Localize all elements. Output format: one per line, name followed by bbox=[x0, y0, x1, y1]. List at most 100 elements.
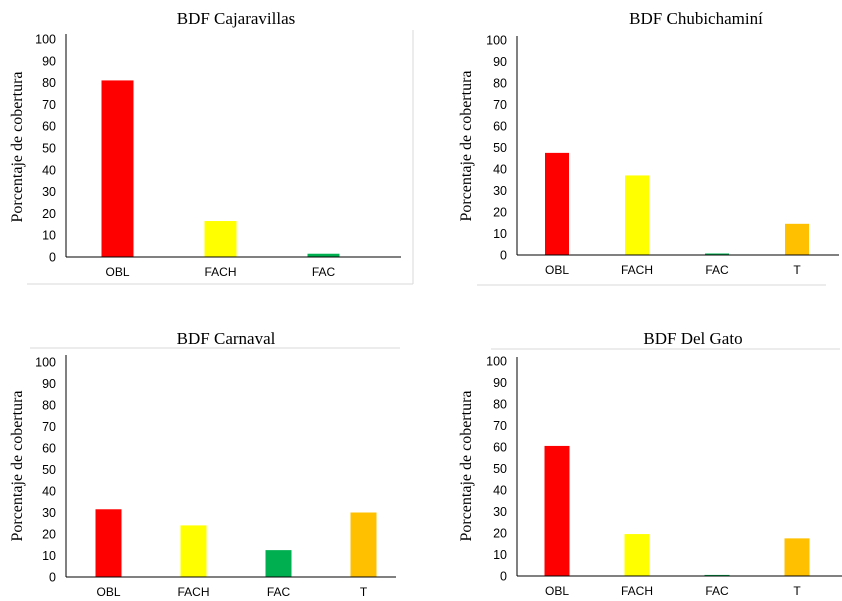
y-tick-label: 80 bbox=[493, 398, 507, 412]
y-tick-label: 90 bbox=[493, 376, 507, 390]
y-tick-label: 50 bbox=[42, 463, 56, 477]
category-label-obl: OBL bbox=[545, 584, 569, 598]
y-tick-label: 60 bbox=[493, 120, 507, 134]
chart-chubichamini: BDF Chubichaminí Porcentaje de cobertura… bbox=[458, 9, 839, 286]
chart-title: BDF Cajaravillas bbox=[177, 9, 296, 28]
y-tick-label: 30 bbox=[42, 506, 56, 520]
bar-fach bbox=[624, 534, 650, 576]
y-tick-label: 20 bbox=[42, 528, 56, 542]
category-labels: OBL FACH FAC T bbox=[96, 585, 367, 599]
bar-obl bbox=[95, 509, 122, 577]
category-label-t: T bbox=[793, 584, 801, 598]
y-tick-label: 50 bbox=[493, 141, 507, 155]
y-ticks: 0 10 20 30 40 50 60 70 80 90 100 bbox=[486, 355, 507, 584]
y-ticks: 0 10 20 30 40 50 60 70 80 90 100 bbox=[35, 33, 56, 265]
y-tick-label: 100 bbox=[35, 356, 56, 370]
bar-obl bbox=[101, 80, 134, 257]
bar-fach bbox=[180, 525, 207, 577]
category-label-fac: FAC bbox=[705, 584, 729, 598]
y-tick-label: 80 bbox=[42, 76, 56, 90]
y-tick-label: 10 bbox=[493, 548, 507, 562]
y-tick-label: 0 bbox=[500, 570, 507, 584]
y-tick-label: 60 bbox=[42, 442, 56, 456]
y-axis-label: Porcentaje de cobertura bbox=[9, 71, 26, 222]
bar-fach bbox=[204, 221, 237, 257]
y-tick-label: 100 bbox=[486, 355, 507, 369]
bar-t bbox=[785, 223, 809, 255]
category-label-obl: OBL bbox=[545, 263, 569, 277]
category-label-obl: OBL bbox=[105, 265, 129, 279]
chart-panel-carnaval: BDF Carnaval Porcentaje de cobertura 0 10… bbox=[0, 300, 421, 601]
chart-panel-chubichamini: BDF Chubichaminí Porcentaje de cobertura… bbox=[421, 0, 842, 300]
chart-del-gato: BDF Del Gato Porcentaje de cobertura 0 10… bbox=[458, 329, 842, 598]
category-label-fach: FACH bbox=[177, 585, 209, 599]
category-label-fac: FAC bbox=[312, 265, 336, 279]
bar-obl bbox=[545, 152, 569, 255]
y-tick-label: 70 bbox=[42, 420, 56, 434]
chart-panel-del-gato: BDF Del Gato Porcentaje de cobertura 0 10… bbox=[421, 300, 842, 601]
y-tick-label: 80 bbox=[42, 399, 56, 413]
y-tick-label: 30 bbox=[493, 505, 507, 519]
bars bbox=[101, 80, 340, 257]
bar-fac bbox=[705, 253, 729, 255]
y-tick-label: 100 bbox=[486, 34, 507, 48]
y-tick-label: 80 bbox=[493, 77, 507, 91]
category-label-fach: FACH bbox=[621, 263, 653, 277]
y-tick-label: 30 bbox=[493, 184, 507, 198]
category-label-fach: FACH bbox=[204, 265, 236, 279]
chart-title: BDF Carnaval bbox=[177, 329, 276, 348]
y-axis-label: Porcentaje de cobertura bbox=[9, 390, 26, 541]
category-label-fach: FACH bbox=[621, 584, 653, 598]
bar-fac bbox=[265, 550, 292, 577]
bar-t bbox=[784, 538, 810, 576]
y-tick-label: 60 bbox=[42, 120, 56, 134]
bars bbox=[544, 445, 810, 576]
category-label-fac: FAC bbox=[705, 263, 729, 277]
y-tick-label: 90 bbox=[493, 55, 507, 69]
category-label-obl: OBL bbox=[96, 585, 120, 599]
chart-carnaval: BDF Carnaval Porcentaje de cobertura 0 10… bbox=[9, 329, 400, 599]
bars bbox=[95, 509, 377, 577]
y-tick-label: 70 bbox=[42, 98, 56, 112]
y-tick-label: 10 bbox=[493, 227, 507, 241]
y-tick-label: 40 bbox=[42, 163, 56, 177]
y-tick-label: 10 bbox=[42, 549, 56, 563]
y-tick-label: 20 bbox=[493, 527, 507, 541]
y-tick-label: 0 bbox=[49, 251, 56, 265]
y-tick-label: 0 bbox=[500, 249, 507, 263]
chart-title: BDF Chubichaminí bbox=[629, 9, 763, 28]
y-tick-label: 40 bbox=[42, 485, 56, 499]
bars bbox=[545, 152, 809, 255]
category-labels: OBL FACH FAC bbox=[105, 265, 335, 279]
bar-fach bbox=[625, 175, 649, 255]
y-tick-label: 20 bbox=[42, 207, 56, 221]
y-axis-label: Porcentaje de cobertura bbox=[458, 390, 475, 541]
chart-panel-cajaravillas: BDF Cajaravillas Porcentaje de cobertura… bbox=[0, 0, 421, 300]
y-tick-label: 90 bbox=[42, 54, 56, 68]
y-ticks: 0 10 20 30 40 50 60 70 80 90 100 bbox=[486, 34, 507, 263]
bar-fac bbox=[704, 574, 730, 576]
chart-cajaravillas: BDF Cajaravillas Porcentaje de cobertura… bbox=[9, 9, 414, 285]
y-tick-label: 70 bbox=[493, 98, 507, 112]
y-tick-label: 50 bbox=[493, 462, 507, 476]
y-tick-label: 20 bbox=[493, 206, 507, 220]
y-tick-label: 90 bbox=[42, 377, 56, 391]
y-tick-label: 50 bbox=[42, 142, 56, 156]
y-tick-label: 10 bbox=[42, 229, 56, 243]
category-label-fac: FAC bbox=[267, 585, 291, 599]
y-axis-label: Porcentaje de cobertura bbox=[458, 70, 475, 221]
y-tick-label: 30 bbox=[42, 185, 56, 199]
bar-obl bbox=[544, 445, 570, 576]
y-ticks: 0 10 20 30 40 50 60 70 80 90 100 bbox=[35, 356, 56, 585]
y-tick-label: 70 bbox=[493, 419, 507, 433]
bar-fac bbox=[307, 253, 340, 257]
category-label-t: T bbox=[360, 585, 368, 599]
y-tick-label: 0 bbox=[49, 571, 56, 585]
chart-title: BDF Del Gato bbox=[643, 329, 742, 348]
category-label-t: T bbox=[793, 263, 801, 277]
category-labels: OBL FACH FAC T bbox=[545, 584, 801, 598]
bar-t bbox=[350, 512, 377, 577]
y-tick-label: 40 bbox=[493, 484, 507, 498]
category-labels: OBL FACH FAC T bbox=[545, 263, 801, 277]
y-tick-label: 100 bbox=[35, 33, 56, 47]
